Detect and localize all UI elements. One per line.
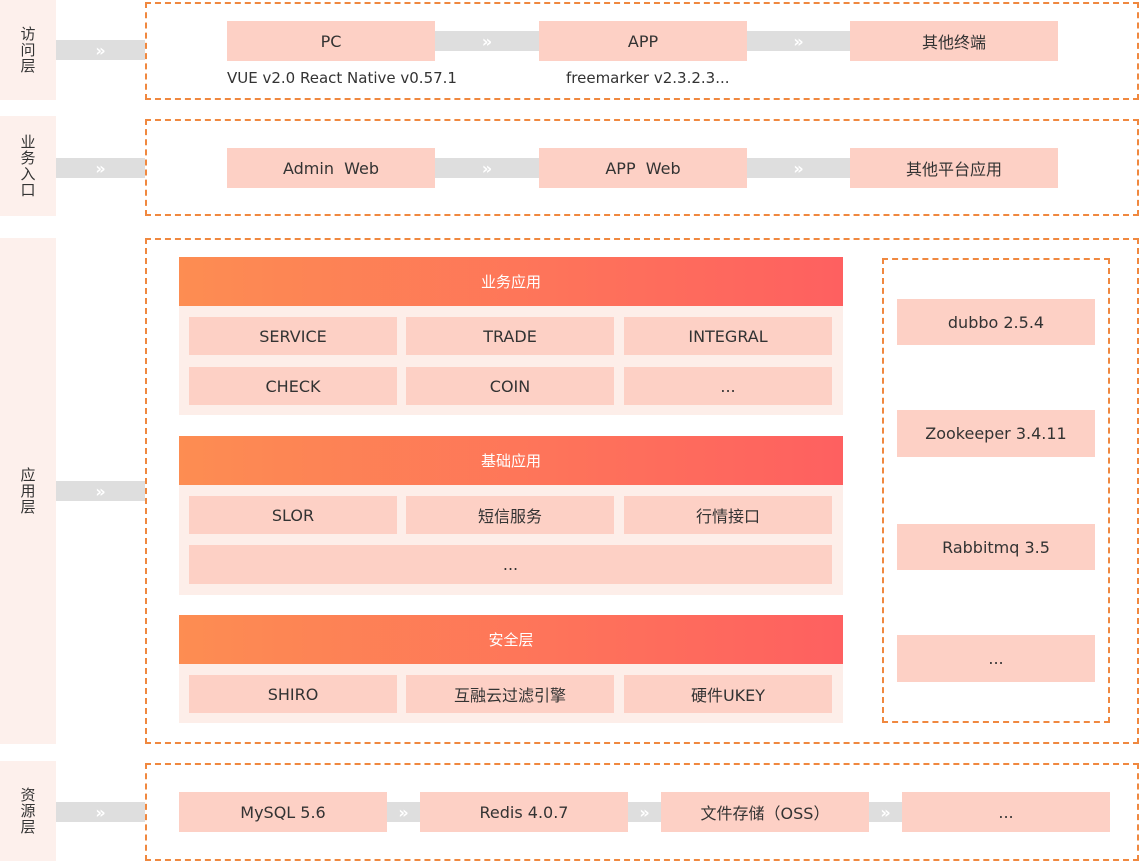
flow-arrow: » <box>746 31 851 51</box>
middleware-box-dubbo: dubbo 2.5.4 <box>897 299 1095 345</box>
middleware-box-rabbitmq: Rabbitmq 3.5 <box>897 524 1095 570</box>
flow-arrow: » <box>434 31 540 51</box>
app-box-more: ... <box>624 367 832 405</box>
app-box-coin: COIN <box>406 367 614 405</box>
access-note-template: freemarker v2.3.2.3... <box>566 69 730 87</box>
security-box-ukey: 硬件UKEY <box>624 675 832 713</box>
middleware-box-zookeeper: Zookeeper 3.4.11 <box>897 410 1095 457</box>
layer-label-text: 应用层 <box>18 467 37 515</box>
security-box-filter-engine: 互融云过滤引擎 <box>406 675 614 713</box>
application-layer-panel <box>145 238 1139 744</box>
flow-arrow: » <box>627 802 662 822</box>
security-box-shiro: SHIRO <box>189 675 397 713</box>
business-entry-panel <box>145 119 1139 216</box>
business-apps-header: 业务应用 <box>179 257 843 306</box>
flow-arrow: » <box>746 158 851 178</box>
app-box-service: SERVICE <box>189 317 397 355</box>
access-box-other-terminal: 其他终端 <box>850 21 1058 61</box>
layer-label-text: 业务入口 <box>18 134 37 198</box>
flow-arrow: » <box>386 802 421 822</box>
resource-box-redis: Redis 4.0.7 <box>420 792 628 832</box>
entry-box-admin-web: Admin Web <box>227 148 435 188</box>
app-box-trade: TRADE <box>406 317 614 355</box>
layer-arrow-resource: » <box>56 802 145 822</box>
security-header: 安全层 <box>179 615 843 664</box>
base-box-sms: 短信服务 <box>406 496 614 534</box>
resource-box-more: ... <box>902 792 1110 832</box>
flow-arrow: » <box>868 802 903 822</box>
access-layer-panel <box>145 2 1139 100</box>
flow-arrow: » <box>434 158 540 178</box>
access-box-pc: PC <box>227 21 435 61</box>
entry-box-other-platform: 其他平台应用 <box>850 148 1058 188</box>
middleware-box-more: ... <box>897 635 1095 682</box>
access-note-frontend: VUE v2.0 React Native v0.57.1 <box>227 69 457 87</box>
layer-label-access: 访问层 <box>0 0 56 100</box>
layer-label-business-entry: 业务入口 <box>0 116 56 216</box>
layer-label-text: 访问层 <box>18 26 37 74</box>
entry-box-app-web: APP Web <box>539 148 747 188</box>
base-box-more: ... <box>189 545 832 584</box>
base-box-slor: SLOR <box>189 496 397 534</box>
layer-label-resource: 资源层 <box>0 761 56 861</box>
layer-label-application: 应用层 <box>0 238 56 744</box>
resource-layer-panel <box>145 763 1139 861</box>
access-box-app: APP <box>539 21 747 61</box>
layer-arrow-business-entry: » <box>56 158 145 178</box>
resource-box-mysql: MySQL 5.6 <box>179 792 387 832</box>
middleware-panel <box>882 258 1110 723</box>
app-box-integral: INTEGRAL <box>624 317 832 355</box>
layer-arrow-access: » <box>56 40 145 60</box>
layer-arrow-application: » <box>56 481 145 501</box>
base-apps-header: 基础应用 <box>179 436 843 485</box>
base-box-market: 行情接口 <box>624 496 832 534</box>
resource-box-oss: 文件存储（OSS） <box>661 792 869 832</box>
layer-label-text: 资源层 <box>18 787 37 835</box>
app-box-check: CHECK <box>189 367 397 405</box>
